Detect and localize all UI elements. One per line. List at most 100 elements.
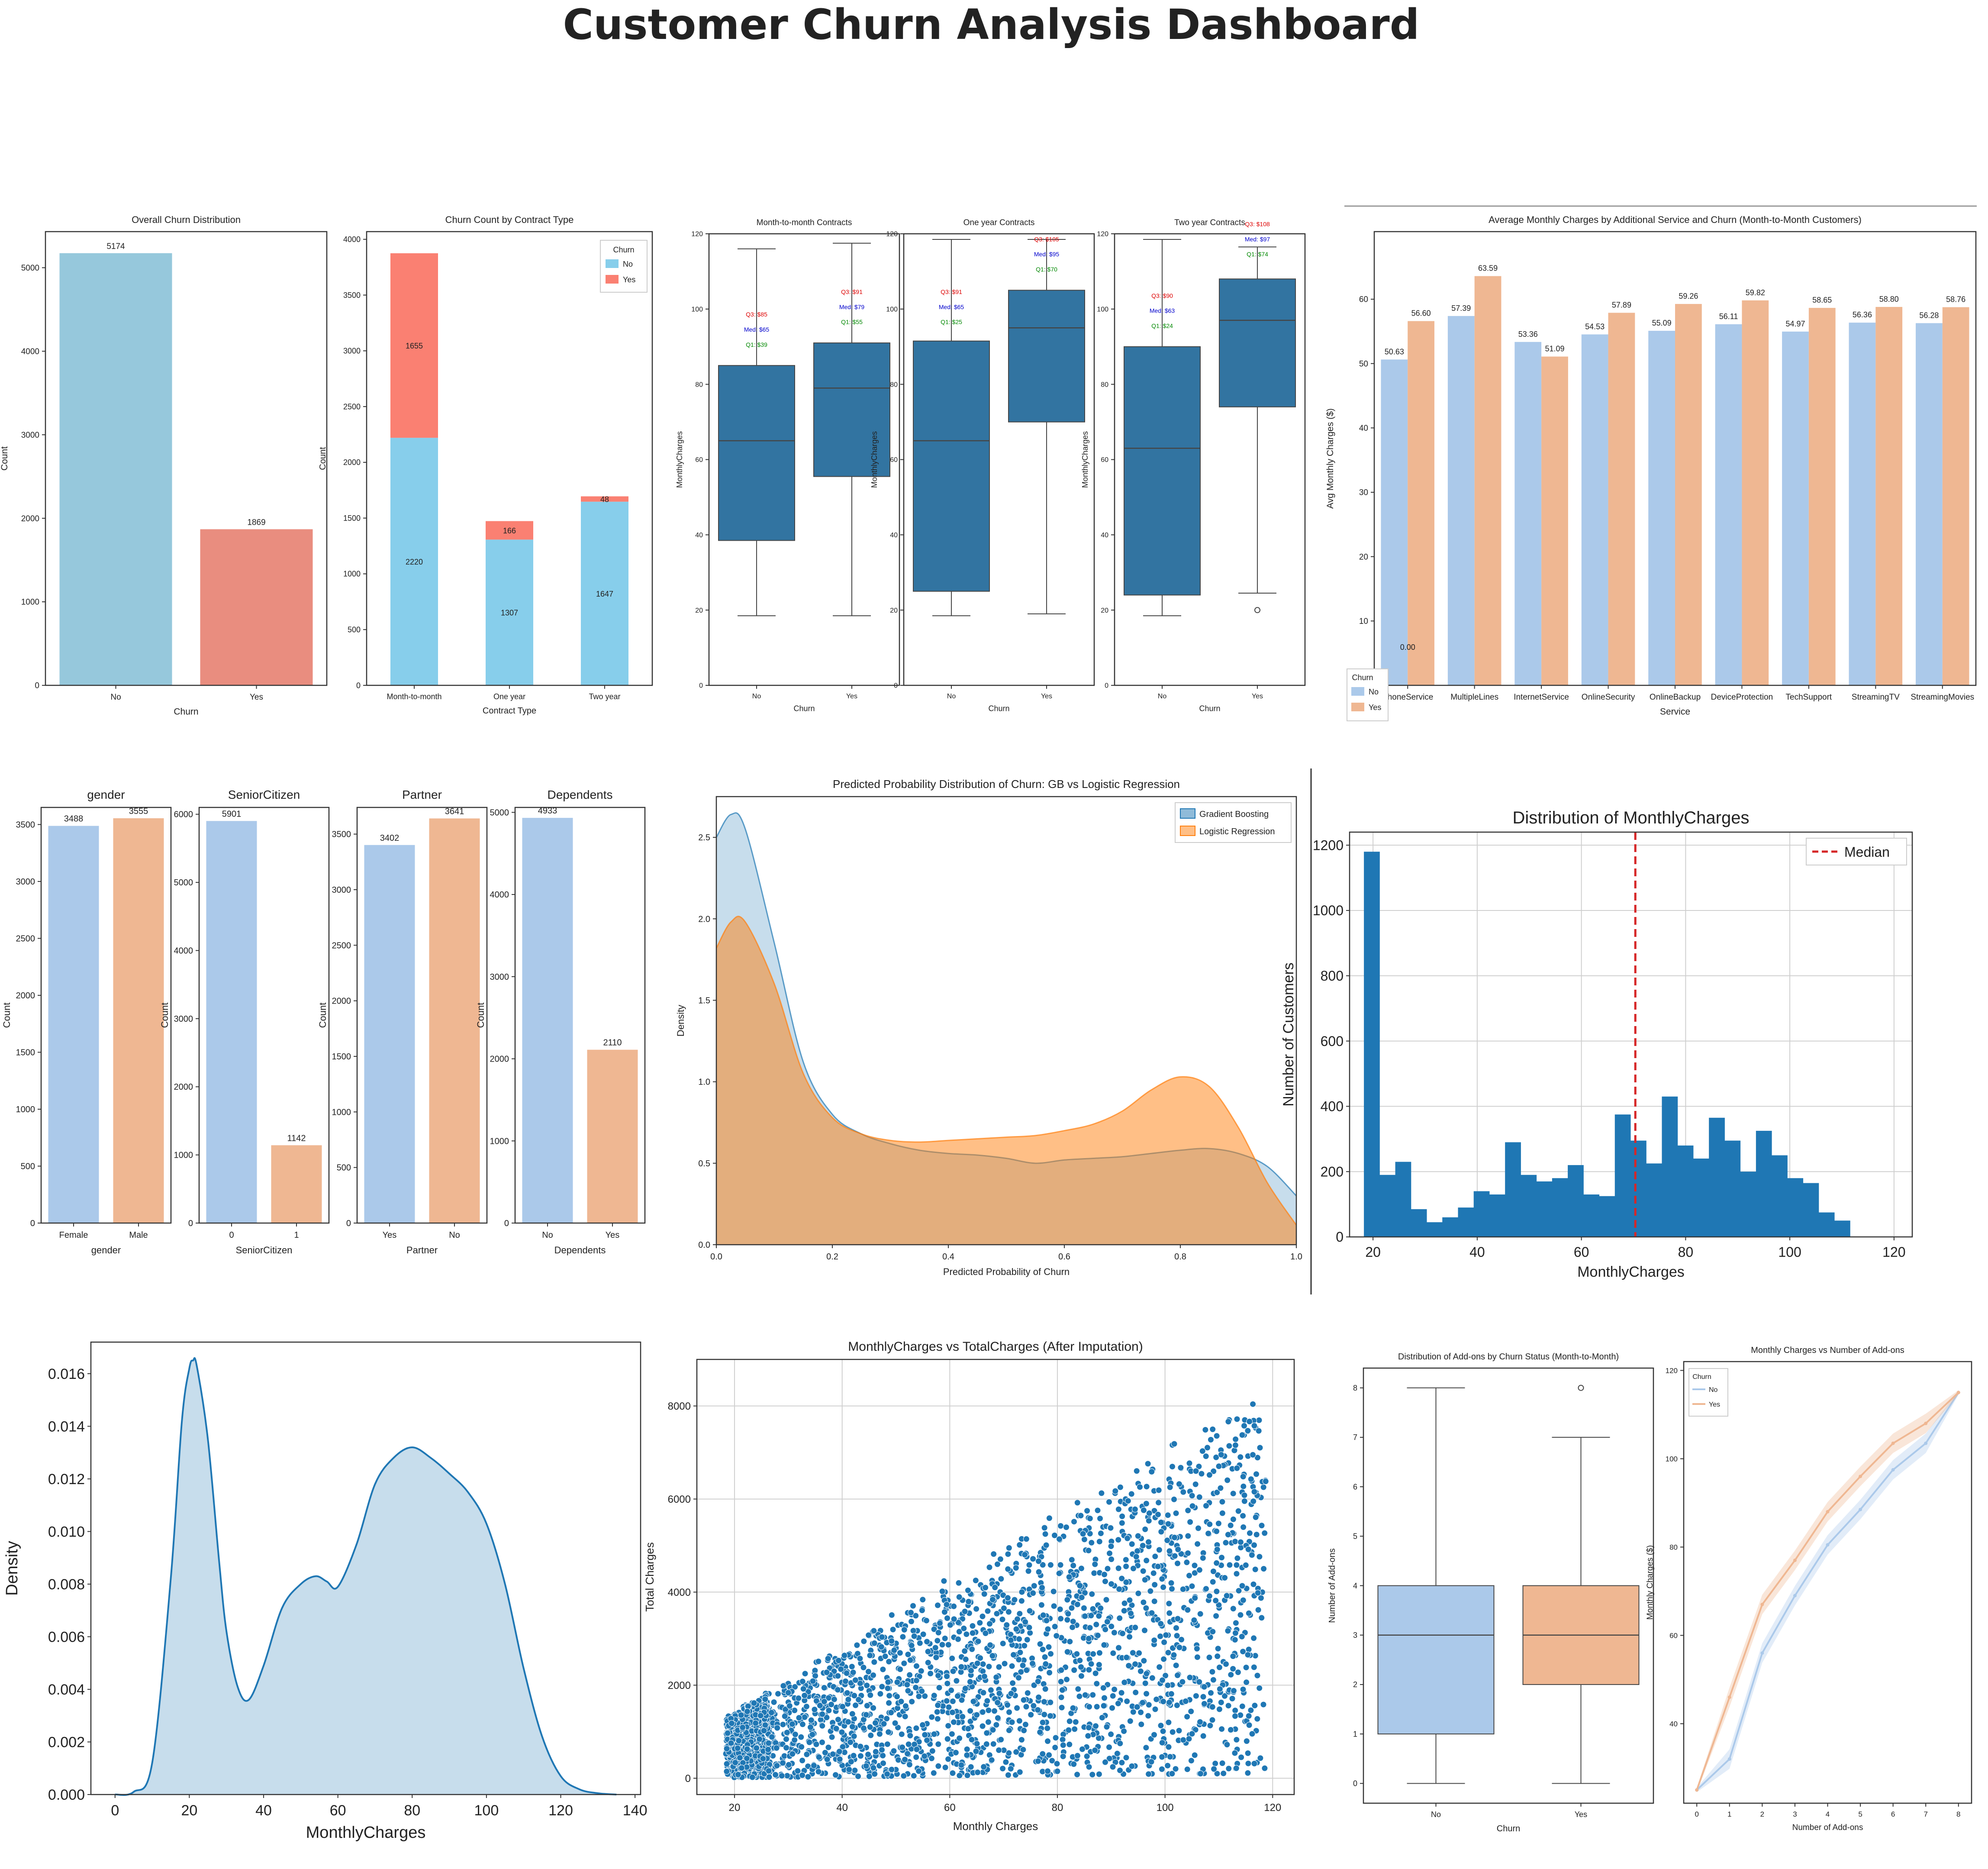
scatter-point <box>1213 1588 1220 1595</box>
scatter-point <box>900 1772 907 1779</box>
density-line <box>115 1357 617 1796</box>
y-tick-label: 60 <box>1669 1631 1678 1640</box>
data-label: 63.59 <box>1478 264 1498 273</box>
scatter-point <box>1206 1654 1213 1661</box>
scatter-point <box>1107 1524 1114 1531</box>
scatter-point <box>1185 1533 1192 1540</box>
plot-frame <box>1114 233 1306 686</box>
scatter-point <box>923 1617 930 1624</box>
series-point <box>1793 1559 1797 1562</box>
scatter-point <box>1109 1692 1116 1699</box>
scatter-point <box>934 1702 941 1709</box>
scatter-point <box>908 1642 915 1649</box>
scatter-point <box>829 1751 836 1758</box>
scatter-point <box>1074 1601 1081 1608</box>
scatter-point <box>1250 1664 1257 1671</box>
scatter-point <box>1121 1608 1128 1614</box>
legend-swatch <box>606 259 619 268</box>
scatter-point <box>1159 1753 1166 1760</box>
scatter-point <box>1232 1713 1238 1720</box>
scatter-point <box>1179 1679 1186 1685</box>
scatter-point <box>1245 1760 1252 1767</box>
scatter-point <box>1111 1686 1118 1693</box>
scatter-point <box>1002 1759 1009 1766</box>
scatter-point <box>867 1732 874 1739</box>
scatter-point <box>1183 1559 1190 1566</box>
scatter-point <box>904 1681 911 1688</box>
scatter-point <box>1251 1422 1258 1429</box>
scatter-point <box>1114 1750 1121 1757</box>
scatter-point <box>1207 1722 1214 1729</box>
scatter-point <box>1082 1691 1089 1698</box>
y-tick-label: 4000 <box>490 890 509 900</box>
chart-pred_prob: 0.0 0.5 1.0 1.5 2.0 2.5 0.0 0.2 0.4 0.6 0.8 1.0 Pred… <box>675 778 1302 1277</box>
data-label: 48 <box>600 495 609 504</box>
box-annotation: Q3: $105 <box>1034 236 1059 242</box>
scatter-point <box>1168 1579 1175 1586</box>
y-tick-label: 1500 <box>332 1052 351 1062</box>
y-tick-label: 2.0 <box>698 914 710 924</box>
scatter-point <box>1234 1416 1240 1423</box>
scatter-point <box>1256 1553 1263 1560</box>
scatter-point <box>1261 1530 1268 1537</box>
scatter-point <box>921 1753 928 1759</box>
y-tick-label: 0 <box>356 681 361 690</box>
scatter-point <box>1003 1621 1010 1628</box>
y-tick-label: 60 <box>890 456 898 464</box>
bar-deviceprotection-no <box>1715 324 1742 685</box>
scatter-point <box>1042 1685 1049 1692</box>
scatter-point <box>831 1696 838 1703</box>
bar-streamingtv-no <box>1849 323 1876 685</box>
scatter-point <box>986 1663 992 1670</box>
scatter-point <box>1250 1635 1257 1642</box>
scatter-point <box>951 1603 957 1610</box>
data-label: 51.09 <box>1545 345 1564 353</box>
y-tick-label: 2500 <box>343 402 361 411</box>
y-tick-label: 40 <box>890 532 898 539</box>
x-tick-label: Yes <box>606 1230 620 1240</box>
series-point <box>1760 1603 1764 1606</box>
scatter-point <box>1101 1642 1108 1648</box>
y-tick-label: 0.010 <box>48 1524 85 1540</box>
scatter-point <box>1197 1770 1204 1777</box>
x-tick-label: No <box>449 1230 460 1240</box>
scatter-point <box>1209 1426 1216 1433</box>
scatter-point <box>1099 1714 1105 1721</box>
scatter-point <box>888 1637 895 1644</box>
scatter-point <box>987 1687 994 1694</box>
scatter-point <box>1201 1700 1208 1707</box>
scatter-point <box>907 1657 914 1663</box>
x-tick-label: StreamingMovies <box>1911 693 1974 702</box>
scatter-point <box>1229 1695 1236 1702</box>
scatter-point <box>1072 1718 1079 1725</box>
scatter-point <box>760 1727 767 1734</box>
scatter-point <box>1171 1553 1178 1559</box>
scatter-point <box>1164 1512 1171 1519</box>
y-tick-label: 1000 <box>332 1107 351 1117</box>
scatter-point <box>1030 1556 1037 1562</box>
scatter-point <box>986 1564 993 1571</box>
scatter-point <box>1173 1632 1180 1639</box>
scatter-point <box>948 1687 955 1694</box>
y-tick-label: 1000 <box>343 570 361 578</box>
scatter-point <box>1004 1701 1011 1708</box>
scatter-point <box>956 1772 963 1779</box>
scatter-point <box>839 1703 846 1710</box>
scatter-point <box>1218 1726 1225 1733</box>
scatter-point <box>1134 1704 1141 1711</box>
scatter-point <box>1147 1588 1154 1595</box>
scatter-point <box>752 1720 759 1727</box>
histogram-bar <box>1630 1140 1646 1237</box>
series-point <box>1793 1594 1797 1598</box>
scatter-point <box>1194 1654 1201 1661</box>
chart-title: Distribution of MonthlyCharges <box>1513 808 1750 827</box>
y-tick-label: 4000 <box>174 946 193 955</box>
plot-frame <box>90 1341 641 1795</box>
scatter-point <box>1076 1582 1083 1589</box>
y-tick-label: 10 <box>1359 617 1368 626</box>
scatter-point <box>981 1591 988 1598</box>
bar-female <box>48 826 99 1223</box>
scatter-point <box>999 1640 1006 1647</box>
scatter-point <box>1219 1510 1226 1517</box>
